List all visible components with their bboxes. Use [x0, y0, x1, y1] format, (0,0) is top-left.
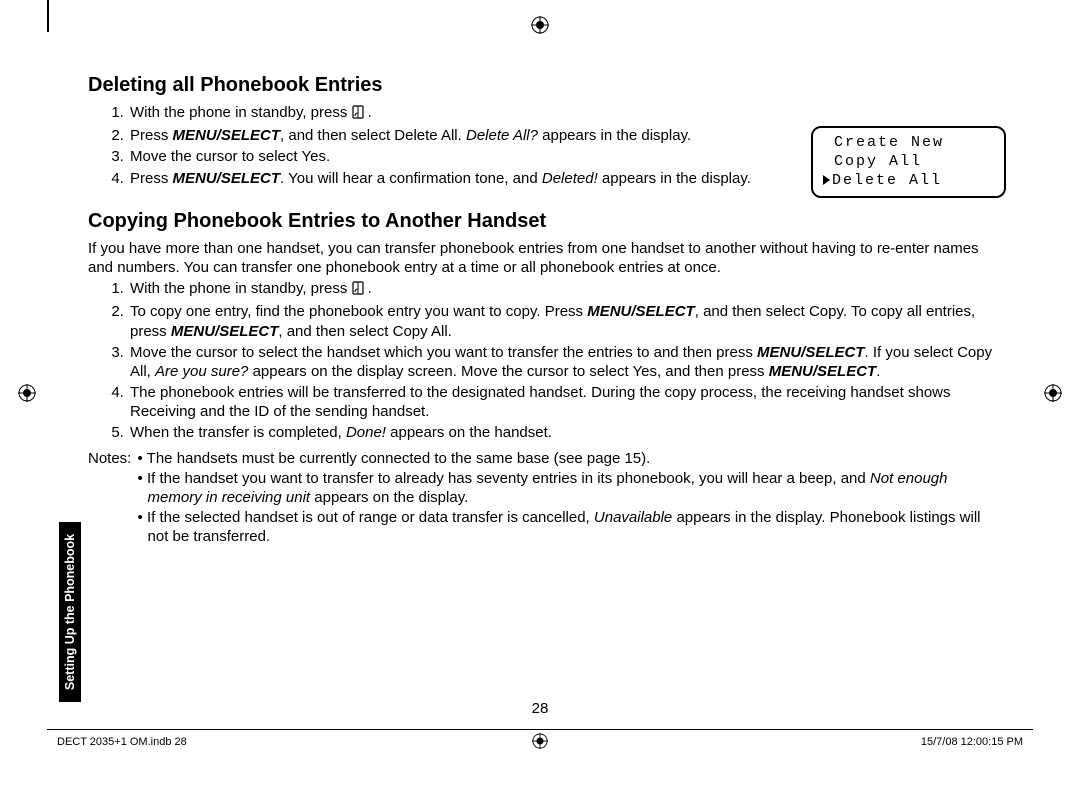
s1-item3: Move the cursor to select Yes. — [128, 147, 758, 166]
s2-item3: Move the cursor to select the handset wh… — [128, 343, 1006, 381]
s2-item4: The phonebook entries will be transferre… — [128, 383, 1006, 421]
registration-mark-left — [18, 384, 36, 402]
page-number: 28 — [0, 700, 1080, 717]
content: Deleting all Phonebook Entries With the … — [88, 74, 1006, 548]
heading-deleting: Deleting all Phonebook Entries — [88, 74, 1006, 97]
registration-mark-bottom — [532, 733, 548, 754]
section2-list: With the phone in standby, press . To co… — [128, 279, 1006, 443]
footer: DECT 2035+1 OM.indb 28 15/7/08 12:00:15 … — [47, 729, 1033, 753]
s1-item4: Press MENU/SELECT. You will hear a confi… — [128, 169, 758, 188]
crop-mark — [47, 0, 49, 32]
section1-list: With the phone in standby, press . Press… — [128, 103, 758, 188]
registration-mark-top — [531, 16, 549, 34]
phonebook-icon — [352, 105, 364, 124]
note-1: • The handsets must be currently connect… — [138, 449, 988, 468]
note-3: • If the selected handset is out of rang… — [138, 508, 988, 546]
section-tab: Setting Up the Phonebook — [59, 522, 81, 702]
note-2: • If the handset you want to transfer to… — [138, 469, 988, 507]
page: Setting Up the Phonebook Create New Copy… — [0, 0, 1080, 786]
s2-item2: To copy one entry, find the phonebook en… — [128, 302, 1006, 340]
s1-item1: With the phone in standby, press . — [128, 103, 758, 124]
s2-item1: With the phone in standby, press . — [128, 279, 1006, 300]
section-tab-label: Setting Up the Phonebook — [63, 534, 77, 690]
s1-item2: Press MENU/SELECT, and then select Delet… — [128, 126, 758, 145]
heading-copying: Copying Phonebook Entries to Another Han… — [88, 210, 1006, 233]
notes-label: Notes: — [88, 449, 131, 468]
s2-item5: When the transfer is completed, Done! ap… — [128, 423, 1006, 442]
section2-intro: If you have more than one handset, you c… — [88, 239, 1006, 277]
notes: Notes: • The handsets must be currently … — [88, 449, 1006, 548]
footer-timestamp: 15/7/08 12:00:15 PM — [921, 736, 1023, 748]
notes-list: • The handsets must be currently connect… — [138, 449, 988, 548]
phonebook-icon — [352, 281, 364, 300]
footer-filename: DECT 2035+1 OM.indb 28 — [57, 736, 187, 748]
registration-mark-right — [1044, 384, 1062, 402]
